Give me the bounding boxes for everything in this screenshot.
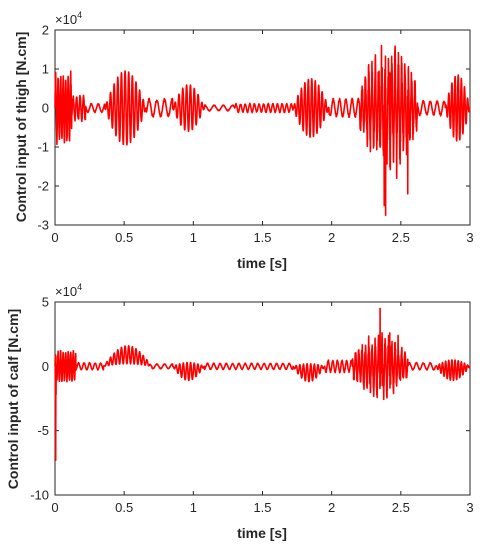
thigh-x-tick-label: 0 <box>51 230 58 245</box>
calf-x-axis-label: time [s] <box>237 525 287 541</box>
calf-chart: 0 0.5 1 1.5 2 2.5 3 -10 -5 0 5 time [s] Control in… <box>5 282 474 541</box>
calf-ticks: 0 0.5 1 1.5 2 2.5 3 -10 -5 0 5 <box>30 295 473 516</box>
calf-series-line <box>54 307 471 462</box>
thigh-y-tick-label: -1 <box>37 140 49 155</box>
thigh-x-tick-label: 2 <box>328 230 335 245</box>
thigh-x-tick-label: 2.5 <box>392 230 410 245</box>
thigh-x-tick-label: 3 <box>466 230 473 245</box>
calf-x-tick-label: 3 <box>466 500 473 515</box>
thigh-x-tick-label: 1.5 <box>253 230 271 245</box>
thigh-ticks: 0 0.5 1 1.5 2 2.5 3 -3 -2 -1 0 1 2 <box>37 23 473 246</box>
calf-y-tick-label: 5 <box>42 295 49 310</box>
thigh-y-axis-label: Control input of thigh [N.cm] <box>13 32 29 223</box>
thigh-y-tick-label: 1 <box>42 62 49 77</box>
thigh-y-tick-label: -2 <box>37 179 49 194</box>
thigh-y-tick-label: -3 <box>37 218 49 233</box>
calf-y-axis-label: Control input of calf [N.cm] <box>5 309 21 489</box>
calf-x-tick-label: 0.5 <box>115 500 133 515</box>
calf-x-tick-label: 2 <box>328 500 335 515</box>
calf-y-multiplier: ×104 <box>55 282 82 299</box>
thigh-y-multiplier: ×104 <box>55 10 82 27</box>
thigh-y-tick-label: 0 <box>42 101 49 116</box>
thigh-y-multiplier-base: ×10 <box>55 12 77 27</box>
calf-y-tick-label: 0 <box>42 359 49 374</box>
calf-x-tick-label: 1 <box>190 500 197 515</box>
calf-x-tick-label: 1.5 <box>253 500 271 515</box>
thigh-x-axis-label: time [s] <box>237 255 287 271</box>
thigh-x-tick-label: 1 <box>190 230 197 245</box>
calf-y-tick-label: -5 <box>37 423 49 438</box>
calf-x-tick-label: 0 <box>51 500 58 515</box>
calf-y-multiplier-exponent: 4 <box>77 282 82 292</box>
thigh-chart: 0 0.5 1 1.5 2 2.5 3 -3 -2 -1 0 1 2 time [s] Control … <box>13 10 474 271</box>
thigh-y-multiplier-exponent: 4 <box>77 10 82 20</box>
calf-y-tick-label: -10 <box>30 488 49 503</box>
calf-plot-area <box>54 301 471 496</box>
calf-x-tick-label: 2.5 <box>392 500 410 515</box>
calf-y-multiplier-base: ×10 <box>55 284 77 299</box>
thigh-series-line <box>54 44 471 217</box>
thigh-x-tick-label: 0.5 <box>115 230 133 245</box>
thigh-y-tick-label: 2 <box>42 23 49 38</box>
